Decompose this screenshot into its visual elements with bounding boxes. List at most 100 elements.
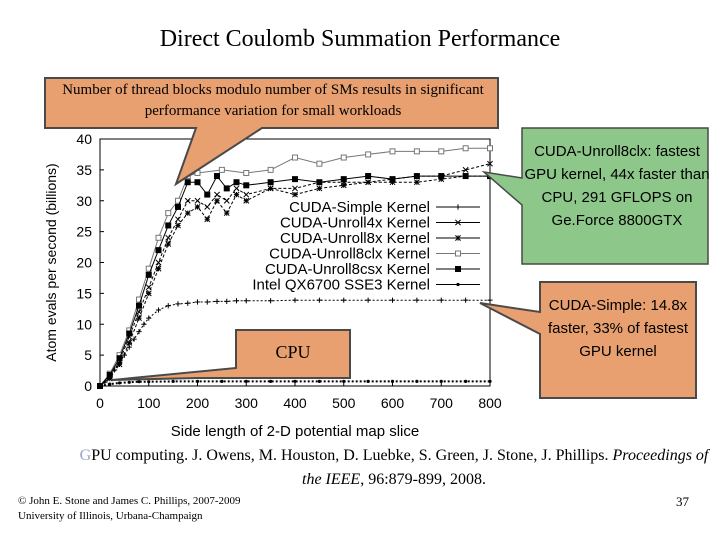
data-point [292,176,298,183]
data-point [145,290,152,297]
x-axis-label: Side length of 2-D potential map slice [171,423,419,440]
data-point [117,381,122,385]
data-point [136,296,142,303]
data-point [141,321,147,327]
data-point [438,173,445,180]
data-point [165,222,172,229]
y-axis-label: Atom evals per second (billions) [43,163,59,361]
y-tick-label: 10 [76,316,92,332]
data-point [194,179,201,186]
legend-marker [455,204,461,210]
data-point [136,315,142,322]
y-tick-label: 20 [76,255,92,271]
data-point [165,303,171,309]
data-point [438,148,445,155]
data-point [340,182,347,189]
data-point [155,307,162,313]
data-point [233,298,240,304]
data-point [243,182,250,189]
data-point [175,222,181,229]
data-point [223,210,230,217]
copyright-line-2: University of Illinois, Urbana-Champaign [18,510,203,522]
copyright-line-1: © John E. Stone and James C. Phillips, 2… [18,495,241,507]
data-point [438,176,445,183]
citation-journal: Proceedings of the IEEE [302,447,709,488]
data-point [218,166,225,173]
data-point [214,298,220,305]
citation-first-letter: G [79,447,92,464]
data-point [316,160,323,167]
data-point [487,297,493,303]
data-point [316,179,323,186]
callout-unroll8csx-shape [481,127,709,265]
data-point [365,179,372,186]
page-number: 37 [676,494,689,509]
citation-authors: PU computing. J. Owens, M. Houston, D. L… [91,447,613,464]
data-point [126,339,133,346]
data-point [365,151,372,158]
data-point [155,234,162,241]
data-point [116,361,123,368]
data-point [204,203,211,210]
data-point [175,301,181,307]
legend-label: CUDA-Unroll8x Kernel [280,230,430,247]
data-point [171,379,175,383]
y-tick-label: 0 [84,378,92,394]
data-point [292,191,298,198]
data-point [292,154,298,161]
data-point [413,179,420,186]
data-point [131,336,137,342]
data-point [108,382,112,386]
data-point [340,154,347,161]
data-point [127,380,131,384]
series-5 [98,379,492,388]
data-point [184,179,191,186]
x-tick-label: 400 [283,395,307,411]
data-point [243,191,250,198]
data-point [224,298,230,305]
copyright: © John E. Stone and James C. Phillips, 2… [18,494,241,524]
callout-unroll8csx-text: CUDA-Unroll8clx: fastest GPU kernel, 44x… [524,143,710,229]
data-point [145,271,152,278]
data-point [488,379,492,383]
data-point [487,145,493,152]
data-point [366,379,370,383]
y-tick-label: 5 [84,347,92,363]
data-point [223,197,230,204]
legend-label: CUDA-Unroll8csx Kernel [265,261,430,278]
legend-label: CUDA-Unroll8clx Kernel [269,246,430,263]
data-point [269,379,273,383]
data-point [98,384,102,388]
data-point [487,160,493,167]
series-line [99,175,490,387]
data-point [389,148,396,155]
data-point [342,379,346,383]
data-point [233,191,240,198]
data-point [415,379,419,383]
data-point [214,173,220,180]
series-4 [97,173,493,389]
data-point [438,297,444,303]
series-line [99,380,490,387]
data-point [204,191,211,198]
data-point [195,379,200,383]
data-point [243,197,250,204]
data-point [136,302,142,309]
x-tick-label: 200 [186,395,210,411]
data-point [341,297,347,303]
callout-cpu-text: CPU [275,342,311,362]
series-line [99,175,490,387]
data-point [106,375,113,382]
data-point [137,380,141,384]
legend-label: CUDA-Simple Kernel [289,199,430,216]
data-point [214,191,220,198]
data-point [293,379,297,383]
data-point [165,210,172,217]
legend-marker [456,282,460,287]
callout-cpu-shape [111,329,351,381]
data-point [194,203,201,210]
x-tick-label: 100 [137,395,161,411]
callout-simple-shape [479,281,697,399]
data-point [184,210,191,217]
